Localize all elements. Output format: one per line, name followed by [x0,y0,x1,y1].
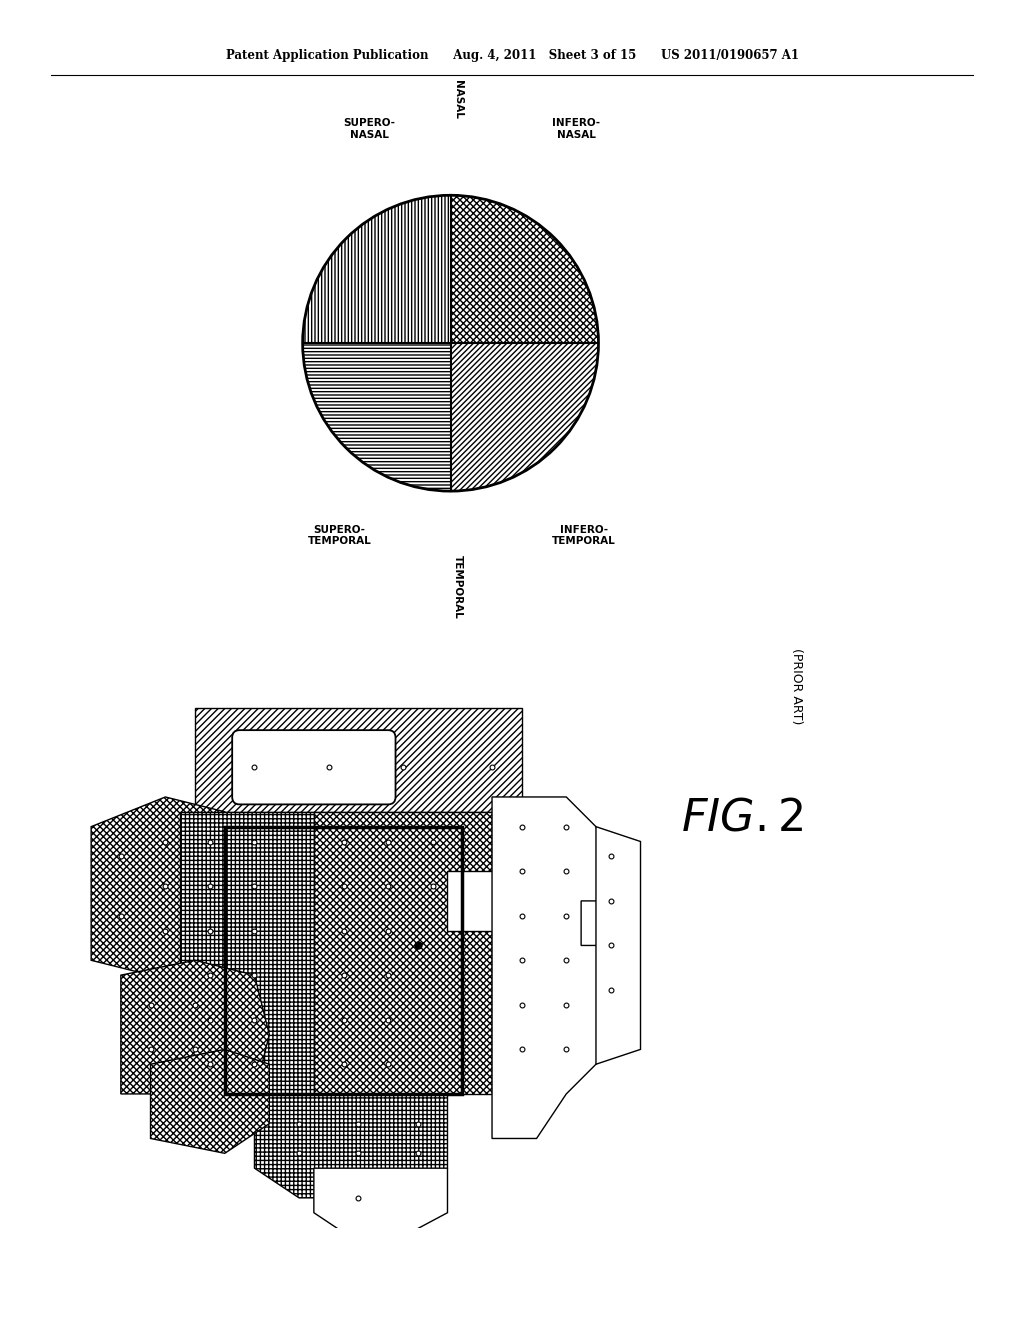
Polygon shape [313,812,492,1094]
Text: INFERO-
NASAL: INFERO- NASAL [552,117,600,140]
Polygon shape [195,708,521,812]
Polygon shape [180,812,313,1094]
Polygon shape [91,797,254,975]
Text: SUPERO-
NASAL: SUPERO- NASAL [343,117,395,140]
Polygon shape [151,1049,269,1154]
Polygon shape [254,1094,447,1197]
Polygon shape [313,1168,447,1242]
Text: NASAL: NASAL [453,79,463,119]
Polygon shape [596,826,641,1064]
Text: SUPERO-
TEMPORAL: SUPERO- TEMPORAL [308,524,372,546]
Text: TEMPORAL: TEMPORAL [453,556,463,619]
Text: (PRIOR ART): (PRIOR ART) [790,648,803,725]
Text: $\it{FIG. 2}$: $\it{FIG. 2}$ [681,797,804,840]
FancyBboxPatch shape [232,730,395,804]
Text: Patent Application Publication      Aug. 4, 2011   Sheet 3 of 15      US 2011/01: Patent Application Publication Aug. 4, 2… [225,49,799,62]
Polygon shape [121,960,269,1094]
Text: INFERO-
TEMPORAL: INFERO- TEMPORAL [552,524,615,546]
Polygon shape [492,797,610,1138]
